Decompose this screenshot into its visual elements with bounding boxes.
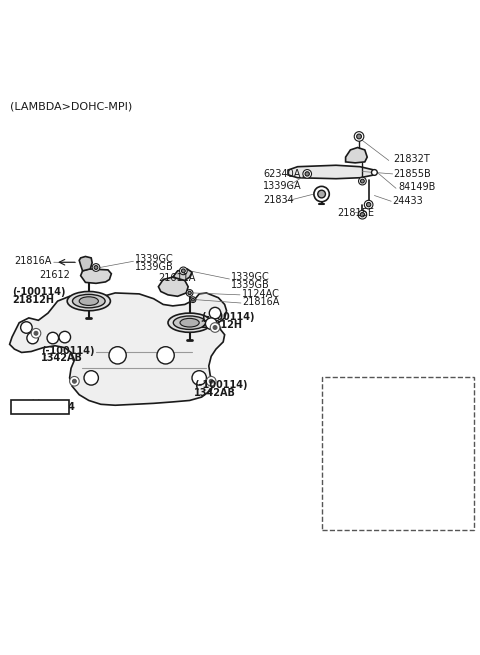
Ellipse shape — [369, 400, 390, 408]
Circle shape — [359, 178, 366, 185]
Text: 21815E: 21815E — [337, 208, 374, 217]
Circle shape — [364, 200, 373, 209]
Circle shape — [34, 331, 38, 335]
Circle shape — [205, 318, 217, 329]
Circle shape — [210, 323, 220, 332]
Text: (-100114): (-100114) — [201, 312, 254, 322]
Text: (-100114): (-100114) — [41, 346, 95, 356]
Circle shape — [84, 371, 98, 385]
Ellipse shape — [370, 453, 389, 457]
Circle shape — [360, 212, 365, 217]
Polygon shape — [173, 269, 192, 280]
Text: 1360GC: 1360GC — [406, 453, 444, 463]
Circle shape — [213, 326, 217, 329]
Text: 1342AB: 1342AB — [41, 353, 83, 363]
Circle shape — [357, 134, 361, 139]
Circle shape — [21, 322, 32, 333]
Text: 1339GB: 1339GB — [135, 262, 174, 272]
Text: 1339GA: 1339GA — [263, 181, 301, 191]
Circle shape — [59, 331, 71, 343]
Text: (-100114): (-100114) — [194, 380, 248, 390]
Circle shape — [314, 187, 329, 202]
Polygon shape — [158, 277, 188, 296]
Ellipse shape — [361, 398, 397, 411]
Circle shape — [188, 291, 192, 295]
Ellipse shape — [168, 313, 211, 332]
Ellipse shape — [368, 441, 391, 447]
Circle shape — [303, 170, 312, 178]
Text: 1339GC: 1339GC — [135, 254, 174, 265]
Circle shape — [375, 451, 383, 458]
Polygon shape — [346, 147, 367, 163]
Text: (100114-): (100114-) — [327, 381, 381, 391]
Text: 21812H: 21812H — [406, 422, 444, 432]
Circle shape — [358, 210, 367, 219]
Ellipse shape — [355, 394, 403, 415]
Text: 21832T: 21832T — [394, 155, 431, 164]
Text: 21816A: 21816A — [14, 256, 52, 267]
Circle shape — [402, 404, 405, 407]
Text: 24433: 24433 — [393, 196, 423, 206]
Text: 84149B: 84149B — [398, 182, 436, 193]
Circle shape — [390, 443, 393, 445]
Circle shape — [70, 377, 79, 386]
Polygon shape — [288, 165, 374, 179]
Text: 21812H: 21812H — [12, 295, 54, 305]
Circle shape — [318, 190, 325, 198]
FancyBboxPatch shape — [322, 377, 474, 530]
Circle shape — [190, 297, 196, 303]
Text: REF.60-624: REF.60-624 — [14, 402, 75, 412]
Polygon shape — [79, 257, 92, 271]
Polygon shape — [81, 269, 111, 284]
Circle shape — [209, 379, 213, 383]
Circle shape — [109, 346, 126, 364]
Text: 1342AB: 1342AB — [194, 388, 236, 398]
Text: 1124AC: 1124AC — [242, 289, 280, 299]
Ellipse shape — [180, 318, 199, 327]
Circle shape — [92, 264, 100, 271]
Text: (LAMBDA>DOHC-MPI): (LAMBDA>DOHC-MPI) — [10, 102, 132, 112]
Ellipse shape — [72, 294, 105, 308]
Text: 21611A: 21611A — [158, 273, 196, 283]
Circle shape — [372, 170, 377, 176]
Text: 1339GC: 1339GC — [231, 272, 270, 282]
Circle shape — [47, 332, 59, 344]
Text: 21812H: 21812H — [201, 320, 242, 329]
Circle shape — [31, 328, 41, 338]
Circle shape — [367, 202, 371, 207]
Ellipse shape — [67, 291, 110, 310]
Circle shape — [388, 453, 391, 456]
Circle shape — [354, 132, 364, 141]
Text: 21816A: 21816A — [242, 297, 279, 307]
Circle shape — [94, 265, 98, 269]
Ellipse shape — [358, 422, 401, 430]
Circle shape — [192, 371, 206, 385]
Circle shape — [157, 346, 174, 364]
Circle shape — [181, 269, 185, 272]
Circle shape — [180, 267, 187, 274]
Text: 62340A: 62340A — [263, 169, 300, 179]
Circle shape — [186, 290, 193, 296]
Circle shape — [360, 179, 364, 183]
Text: 21834: 21834 — [263, 195, 294, 205]
Ellipse shape — [173, 316, 206, 329]
Circle shape — [27, 332, 38, 344]
FancyBboxPatch shape — [11, 400, 69, 414]
Text: 21612: 21612 — [39, 270, 70, 280]
Circle shape — [192, 298, 194, 301]
Circle shape — [305, 172, 310, 176]
Circle shape — [72, 379, 76, 383]
Text: 1339GB: 1339GB — [231, 280, 270, 290]
Text: 21855B: 21855B — [394, 169, 432, 179]
Polygon shape — [10, 293, 227, 405]
Ellipse shape — [79, 297, 98, 305]
Text: (-100114): (-100114) — [12, 287, 65, 297]
Circle shape — [206, 377, 216, 386]
Text: 1339CA: 1339CA — [406, 468, 444, 477]
Circle shape — [209, 307, 221, 319]
